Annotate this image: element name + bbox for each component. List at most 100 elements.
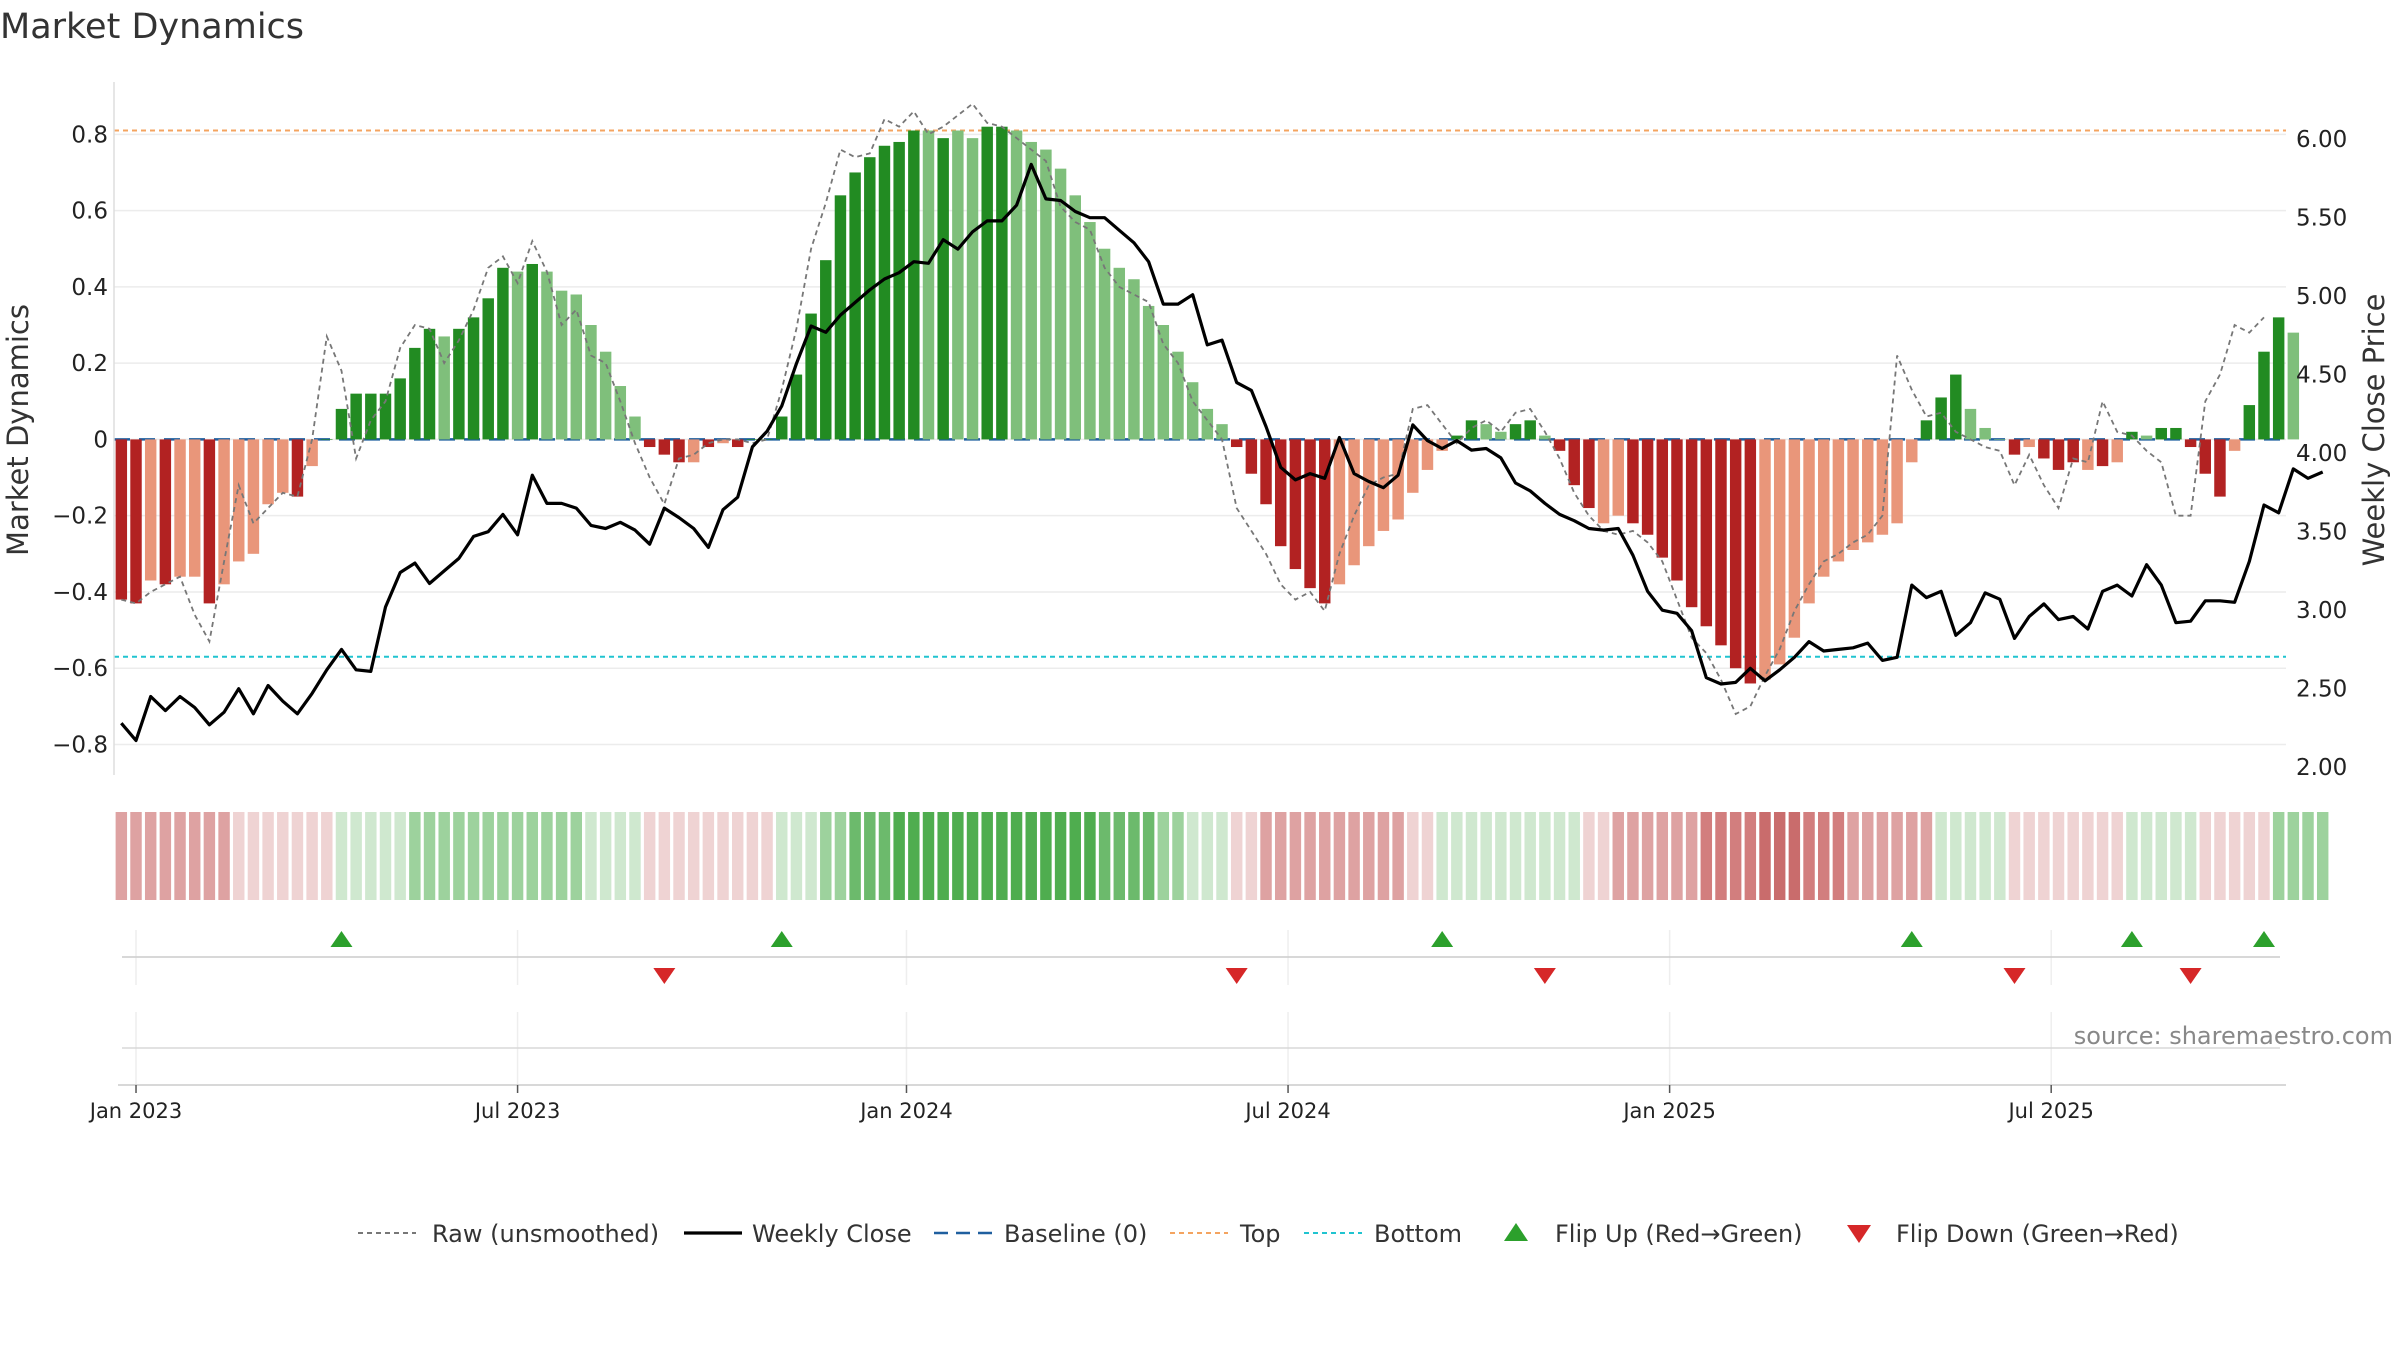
dynamics-bar bbox=[776, 416, 788, 440]
source-note: source: sharemaestro.com bbox=[2074, 1022, 2393, 1050]
dynamics-bar bbox=[1495, 431, 1507, 440]
regime-cell bbox=[1451, 812, 1463, 900]
regime-cell bbox=[1407, 812, 1419, 900]
regime-cell bbox=[350, 812, 362, 900]
regime-cell bbox=[658, 812, 671, 900]
dynamics-bar bbox=[482, 298, 494, 440]
legend: Raw (unsmoothed) Weekly Close Baseline (0)… bbox=[358, 1220, 2179, 1248]
dynamics-bar bbox=[908, 130, 920, 440]
dynamics-bar bbox=[1876, 439, 1889, 535]
regime-cell bbox=[996, 812, 1008, 900]
regime-cell bbox=[306, 812, 318, 900]
dynamics-bar bbox=[2067, 439, 2079, 463]
legend-label: Top bbox=[1239, 1220, 1281, 1248]
dynamics-bar bbox=[1715, 439, 1727, 646]
y-right-tick-label: 6.00 bbox=[2296, 127, 2347, 153]
dynamics-bar bbox=[1274, 439, 1287, 547]
regime-cell bbox=[1040, 812, 1052, 900]
regime-cell bbox=[1436, 812, 1448, 900]
dynamics-bar bbox=[981, 126, 993, 440]
regime-cell bbox=[776, 812, 788, 900]
dynamics-bar bbox=[1847, 439, 1859, 550]
flip-up-marker bbox=[1900, 931, 1923, 947]
regime-cell bbox=[2316, 812, 2329, 900]
regime-cell bbox=[291, 812, 304, 900]
regime-cell bbox=[203, 812, 216, 900]
regime-cell bbox=[233, 812, 245, 900]
dynamics-bar bbox=[790, 374, 803, 440]
dynamics-bar bbox=[687, 439, 700, 463]
dynamics-bar bbox=[262, 439, 274, 505]
regime-cell bbox=[1729, 812, 1742, 900]
dynamics-bar bbox=[159, 439, 172, 585]
dynamics-bar bbox=[1201, 408, 1214, 440]
dynamics-bar bbox=[1186, 382, 1199, 440]
x-tick-label: Jul 2025 bbox=[2006, 1099, 2093, 1123]
dynamics-bar bbox=[144, 439, 157, 581]
regime-cell bbox=[2170, 812, 2182, 900]
regime-cell bbox=[438, 812, 450, 900]
dynamics-bar bbox=[1906, 439, 1918, 463]
regime-cell bbox=[1553, 812, 1566, 900]
dynamics-bar bbox=[1920, 420, 1933, 440]
flip-up-marker bbox=[2120, 931, 2143, 947]
dynamics-bar bbox=[1656, 439, 1669, 558]
dynamics-bar bbox=[1817, 439, 1830, 577]
dynamics-bar bbox=[1333, 439, 1346, 585]
dynamics-bar bbox=[2096, 439, 2109, 467]
dynamics-bar bbox=[1363, 439, 1375, 547]
regime-cell bbox=[365, 812, 377, 900]
regime-cell bbox=[1128, 812, 1140, 900]
dynamics-bar bbox=[717, 439, 729, 444]
dynamics-bar bbox=[1421, 439, 1434, 470]
dynamics-bar bbox=[438, 336, 450, 440]
dynamics-bar bbox=[2111, 439, 2123, 463]
regime-cell bbox=[409, 812, 421, 900]
regime-cell bbox=[2272, 812, 2285, 900]
y-left-tick-label: 0.6 bbox=[71, 199, 108, 225]
dynamics-bar bbox=[702, 439, 715, 448]
dynamics-bar bbox=[1172, 351, 1184, 440]
dynamics-bar bbox=[130, 439, 142, 604]
regime-cell bbox=[321, 812, 333, 900]
flip-down-marker bbox=[653, 968, 676, 984]
y-right-tick-label: 3.50 bbox=[2296, 520, 2347, 546]
dynamics-bar bbox=[1891, 439, 1903, 524]
dynamics-bar bbox=[2199, 439, 2212, 474]
regime-cell bbox=[2082, 812, 2094, 900]
dynamics-bar bbox=[1377, 439, 1390, 531]
regime-cell bbox=[2023, 812, 2035, 900]
dynamics-bar bbox=[291, 439, 304, 497]
dynamics-bar bbox=[1304, 439, 1316, 589]
regime-cell bbox=[1230, 812, 1243, 900]
dynamics-bar bbox=[1025, 141, 1037, 440]
regime-cell bbox=[1568, 812, 1580, 900]
dynamics-bar bbox=[1803, 439, 1815, 604]
dynamics-bar bbox=[1010, 130, 1023, 440]
y-left-tick-label: 0.8 bbox=[71, 122, 108, 148]
regime-cell bbox=[1392, 812, 1404, 900]
dynamics-bar bbox=[1641, 439, 1654, 535]
regime-cell bbox=[1979, 812, 1991, 900]
regime-cell bbox=[1304, 812, 1316, 900]
regime-cell bbox=[1744, 812, 1757, 900]
flip-down-marker bbox=[1533, 968, 1556, 984]
regime-cell bbox=[1773, 812, 1786, 900]
dynamics-bar bbox=[1671, 439, 1683, 581]
regime-cell bbox=[2126, 812, 2138, 900]
regime-cell bbox=[453, 812, 465, 900]
regime-cell bbox=[1700, 812, 1713, 900]
dynamics-bar bbox=[2082, 439, 2094, 470]
axes: 0.8 0.6 0.4 0.2 0 −0.2 −0.4 −0.6 −0.8 6.00 5.50 5.0… bbox=[52, 82, 2347, 781]
regime-cell bbox=[820, 812, 832, 900]
dynamics-bar bbox=[1407, 439, 1419, 493]
regime-cell bbox=[511, 812, 524, 900]
dynamics-bar bbox=[541, 271, 553, 440]
regime-cell bbox=[1333, 812, 1346, 900]
regime-cell bbox=[2052, 812, 2065, 900]
y-left-tick-label: −0.8 bbox=[52, 732, 108, 758]
right-axis-label: Weekly Close Price bbox=[2357, 294, 2391, 567]
legend-label: Baseline (0) bbox=[1004, 1220, 1147, 1248]
regime-cell bbox=[2302, 812, 2314, 900]
weekly-close-series bbox=[120, 162, 2324, 743]
